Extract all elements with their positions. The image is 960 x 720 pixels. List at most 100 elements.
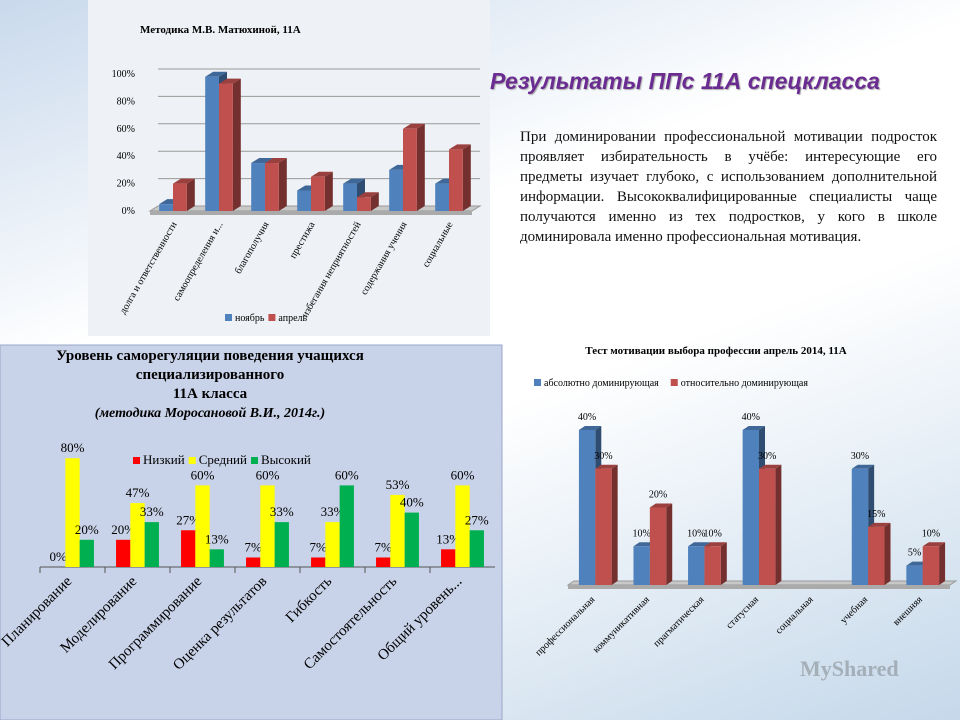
floor-edge <box>568 585 950 589</box>
bar-top <box>922 542 946 547</box>
chart-title: Тест мотивации выбора профессии апрель 2… <box>585 345 846 357</box>
bar-side <box>939 542 946 585</box>
y-tick-label: 80% <box>117 96 135 107</box>
value-label: 27% <box>465 512 489 527</box>
bar <box>260 485 275 567</box>
bar-side <box>884 522 891 585</box>
bar <box>704 546 721 585</box>
value-label: 60% <box>256 467 280 482</box>
legend-label: Высокий <box>261 452 311 467</box>
bar <box>441 549 456 567</box>
chart-title: 11А класса <box>173 386 248 402</box>
bar <box>159 204 173 211</box>
bar <box>343 183 357 211</box>
value-label: 30% <box>758 451 776 462</box>
bar-side <box>775 464 782 585</box>
y-tick-label: 40% <box>117 151 135 162</box>
bar <box>742 430 759 585</box>
bar-top <box>449 144 471 150</box>
bar-side <box>232 78 241 211</box>
bar-top <box>759 464 782 469</box>
legend-swatch <box>225 314 232 321</box>
bar <box>311 176 325 211</box>
bar <box>130 503 145 567</box>
value-label: 7% <box>310 539 328 554</box>
value-label: 40% <box>578 412 596 423</box>
value-label: 13% <box>205 531 229 546</box>
bar <box>449 149 463 211</box>
bar <box>65 458 80 567</box>
watermark: MyShared <box>800 656 899 681</box>
value-label: 10% <box>687 528 705 539</box>
bar <box>144 522 159 567</box>
legend-swatch <box>250 457 258 464</box>
bar-top <box>851 464 875 469</box>
bar-top <box>343 178 365 184</box>
legend-label: ноябрь <box>235 313 265 324</box>
bar <box>325 522 340 567</box>
bar <box>455 485 470 567</box>
bar <box>205 76 219 212</box>
legend-label: Средний <box>199 452 247 467</box>
legend-swatch <box>133 457 140 464</box>
bar <box>209 549 224 567</box>
chart-title: специализированного <box>136 367 284 383</box>
floor-edge <box>150 211 472 215</box>
bar <box>404 512 419 567</box>
chart-title: Методика М.В. Матюхиной, 11А <box>140 24 301 36</box>
bar-top <box>868 522 891 527</box>
heading: Результаты ППс 11А спецкласса <box>490 68 880 94</box>
x-tick-label: статусная <box>724 594 761 631</box>
bar-top <box>403 123 425 129</box>
value-label: 30% <box>594 451 612 462</box>
x-tick-label: внешняя <box>891 594 925 628</box>
value-label: 27% <box>176 512 200 527</box>
legend-swatch <box>534 379 541 386</box>
value-label: 20% <box>75 522 99 537</box>
value-label: 13% <box>436 531 460 546</box>
value-label: 60% <box>191 467 215 482</box>
y-tick-label: 0% <box>122 206 135 217</box>
bar <box>195 485 210 567</box>
legend-label: Низкий <box>143 452 185 467</box>
bar <box>435 183 449 211</box>
bar-top <box>357 192 379 198</box>
x-tick-label: профессиональная <box>533 594 597 658</box>
bar <box>339 485 354 567</box>
bar-side <box>186 178 195 211</box>
bar <box>181 530 196 567</box>
bar <box>403 128 417 211</box>
bar-top <box>649 503 673 508</box>
x-tick-label: социальная <box>774 594 816 636</box>
value-label: 7% <box>375 539 393 554</box>
bar <box>219 83 233 211</box>
value-label: 5% <box>908 548 921 559</box>
value-label: 15% <box>867 509 885 520</box>
bar-side <box>611 464 618 585</box>
value-label: 40% <box>742 412 760 423</box>
bar <box>274 522 289 567</box>
bar <box>649 507 667 585</box>
y-tick-label: 60% <box>117 124 135 135</box>
value-label: 60% <box>451 467 475 482</box>
bar <box>688 546 705 585</box>
bar-top <box>173 178 195 184</box>
bar <box>246 557 261 567</box>
bar-side <box>370 192 379 211</box>
bar-top <box>311 171 333 177</box>
bar <box>173 183 187 211</box>
paragraph: При доминировании профессиональной мотив… <box>520 129 937 245</box>
bar <box>906 565 923 585</box>
bar <box>389 169 403 211</box>
value-label: 10% <box>632 528 650 539</box>
x-tick-label: прагматическая <box>652 594 707 649</box>
value-label: 10% <box>703 528 721 539</box>
bar-side <box>720 542 727 585</box>
bar <box>595 468 612 585</box>
bar <box>357 197 371 211</box>
legend-label: абсолютно доминирующая <box>544 378 659 389</box>
chart-subtitle: (методика Моросановой В.И., 2014г.) <box>95 406 325 421</box>
value-label: 20% <box>111 522 135 537</box>
legend-swatch <box>670 379 678 386</box>
